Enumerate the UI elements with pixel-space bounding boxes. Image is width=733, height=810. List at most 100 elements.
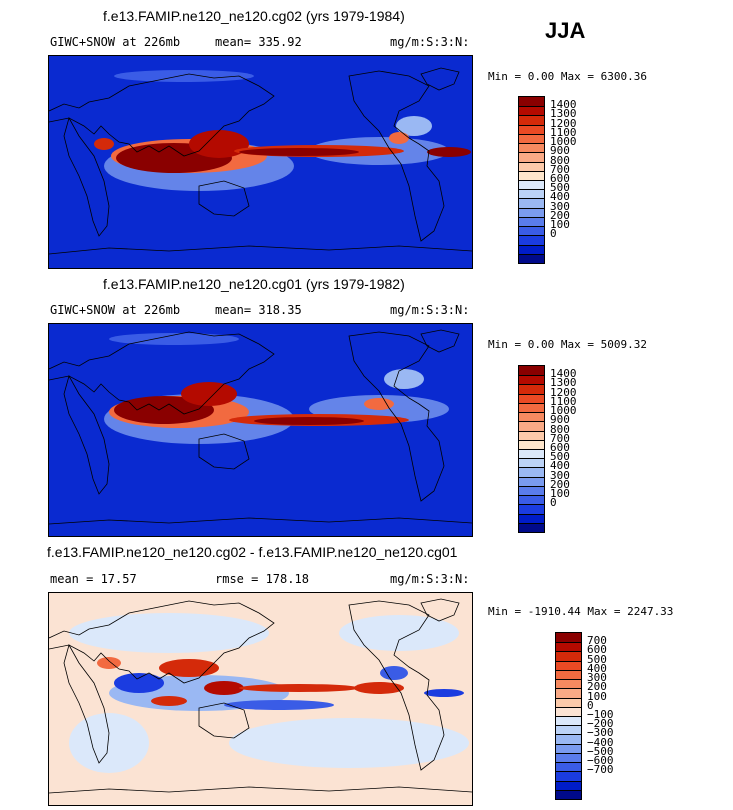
cloud-ice-field (104, 333, 449, 444)
colorbar-swatch (519, 467, 544, 477)
panel-1-title: f.e13.FAMIP.ne120_ne120.cg02 (yrs 1979-1… (103, 8, 405, 24)
colorbar-tick-label: 400 (550, 459, 570, 473)
panel-2-map (48, 323, 473, 537)
colorbar-tick-label: 700 (550, 431, 570, 445)
colorbar-swatch (519, 449, 544, 459)
colorbar-swatch (556, 716, 581, 726)
colorbar-swatch (519, 106, 544, 116)
colorbar-tick-label: 100 (587, 689, 607, 703)
coastlines (49, 67, 472, 255)
panel-2-map-svg (49, 324, 472, 536)
colorbar-tick-label: 600 (550, 441, 570, 454)
colorbar-swatch (519, 253, 544, 263)
panel-1-minmax: Min = 0.00 Max = 6300.36 (488, 70, 647, 83)
colorbar-tick-label: 1000 (550, 135, 577, 149)
panel-1-mean-label: mean= 335.92 (215, 35, 302, 49)
colorbar-tick-label: 1200 (550, 116, 577, 130)
colorbar-tick-label: −300 (587, 726, 614, 740)
colorbar-tick-label: 1400 (550, 367, 577, 381)
colorbar-tick-label: 600 (550, 172, 570, 185)
colorbar-swatch (556, 697, 581, 707)
colorbar-swatch (519, 161, 544, 171)
colorbar-tick-label: 500 (550, 450, 570, 464)
colorbar-swatch (519, 170, 544, 180)
colorbar-swatch (519, 207, 544, 217)
colorbar-tick-label: 1300 (550, 376, 577, 390)
colorbar-swatch (519, 133, 544, 144)
colorbar-swatch (519, 412, 544, 422)
colorbar-tick-label: 200 (550, 208, 570, 222)
panel-3-units-label: mg/m:S:3:N: (390, 572, 470, 586)
colorbar-swatch (556, 743, 581, 753)
panel-2-variable-label: GIWC+SNOW at 226mb (50, 303, 181, 317)
colorbar-tick-label: 200 (587, 680, 607, 694)
colorbar-swatch (519, 97, 544, 107)
panel-3-map-svg (49, 593, 472, 805)
panel-3-title: f.e13.FAMIP.ne120_ne120.cg02 - f.e13.FAM… (47, 544, 458, 560)
colorbar-tick-label: 0 (550, 227, 557, 241)
colorbar-tick-label: 100 (550, 218, 570, 232)
colorbar-swatch (556, 669, 581, 680)
colorbar-tick-label: 300 (550, 199, 570, 213)
colorbar-swatch (556, 725, 581, 735)
colorbar-tick-label: 200 (550, 477, 570, 491)
colorbar-swatch (556, 762, 581, 772)
colorbar-swatch (519, 513, 544, 523)
panel-3-rmse-label: rmse = 178.18 (215, 572, 309, 586)
colorbar-swatch (519, 143, 544, 153)
colorbar-tick-label: −500 (587, 744, 614, 758)
colorbar-tick-label: 100 (550, 487, 570, 501)
panel-2-units-label: mg/m:S:3:N: (390, 303, 470, 317)
colorbar-swatch (519, 124, 544, 134)
colorbar-tick-label: 1000 (550, 404, 577, 418)
colorbar-swatch (556, 688, 581, 698)
colorbar-swatch (519, 189, 544, 199)
panel-2-mean-label: mean= 318.35 (215, 303, 302, 317)
panel-3-colorbar (555, 632, 582, 800)
colorbar-swatch (519, 485, 544, 496)
colorbar-tick-label: 800 (550, 422, 570, 436)
colorbar-swatch (556, 706, 581, 716)
colorbar-tick-label: 500 (587, 652, 607, 666)
cloud-ice-field (94, 70, 471, 191)
colorbar-swatch (519, 180, 544, 190)
colorbar-swatch (519, 152, 544, 162)
colorbar-tick-label: 0 (587, 698, 594, 712)
season-label: JJA (545, 18, 586, 43)
colorbar-tick-label: 1400 (550, 98, 577, 112)
colorbar-tick-label: 0 (550, 496, 557, 510)
colorbar-tick-label: 300 (587, 671, 607, 685)
coastlines (49, 329, 472, 525)
panel-2-minmax: Min = 0.00 Max = 5009.32 (488, 338, 647, 351)
colorbar-swatch (519, 115, 544, 125)
colorbar-swatch (519, 375, 544, 385)
colorbar-tick-label: 800 (550, 153, 570, 167)
colorbar-swatch (556, 734, 581, 744)
colorbar-swatch (556, 660, 581, 670)
colorbar-tick-label: −600 (587, 754, 614, 768)
colorbar-tick-label: 1100 (550, 125, 577, 139)
colorbar-tick-label: 700 (587, 634, 607, 648)
colorbar-swatch (556, 780, 581, 790)
colorbar-swatch (519, 458, 544, 468)
panel-1-variable-label: GIWC+SNOW at 226mb (50, 35, 181, 49)
colorbar-tick-label: 900 (550, 413, 570, 427)
panel-3-mean-label: mean = 17.57 (50, 572, 137, 586)
difference-field (69, 613, 469, 773)
colorbar-tick-label: 400 (587, 661, 607, 675)
colorbar-swatch (519, 198, 544, 208)
colorbar-swatch (519, 439, 544, 449)
colorbar-swatch (519, 244, 544, 254)
colorbar-swatch (519, 393, 544, 403)
colorbar-tick-label: −200 (587, 717, 614, 731)
colorbar-tick-label: 500 (550, 181, 570, 195)
panel-2-colorbar (518, 365, 545, 533)
colorbar-swatch (556, 771, 581, 781)
colorbar-swatch (519, 476, 544, 486)
panel-1-map-svg (49, 56, 472, 268)
colorbar-tick-label: 400 (550, 190, 570, 204)
colorbar-tick-label: 1300 (550, 107, 577, 121)
colorbar-swatch (556, 679, 581, 689)
coastlines (49, 598, 472, 794)
colorbar-swatch (556, 789, 581, 799)
